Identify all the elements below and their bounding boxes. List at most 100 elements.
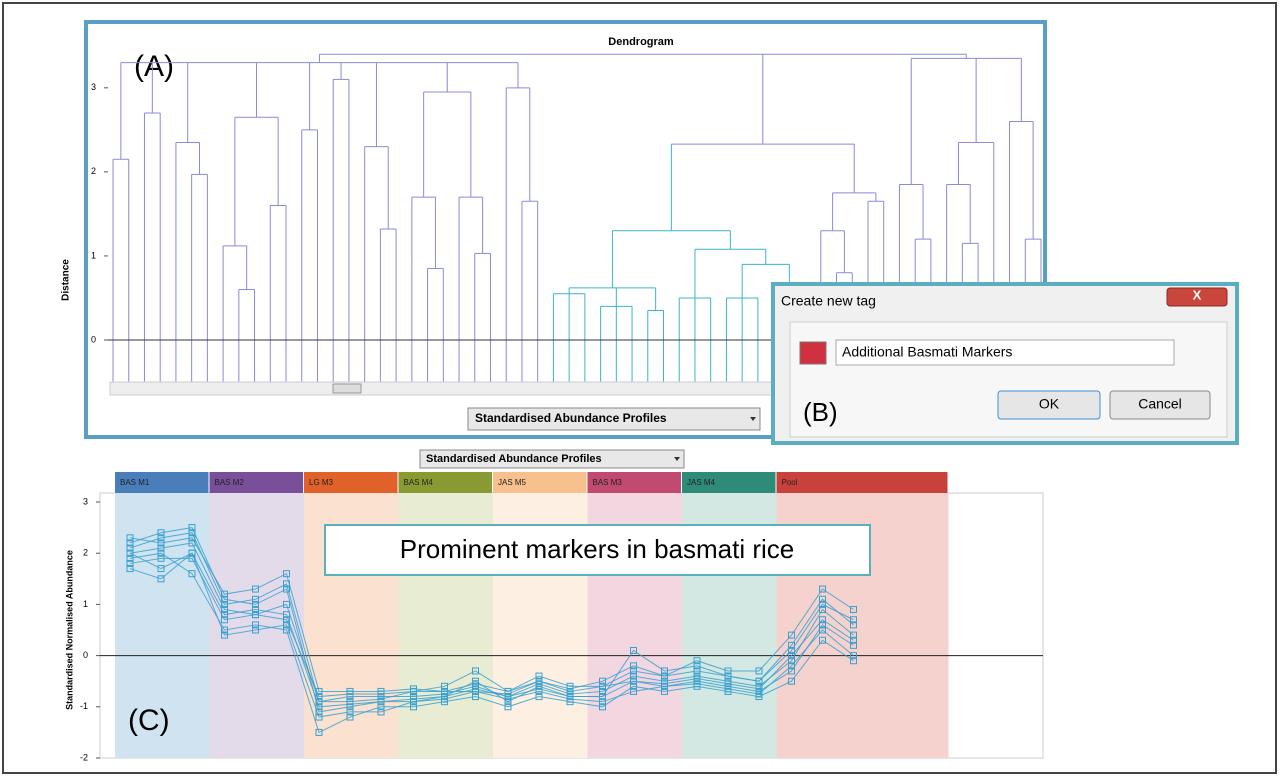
profile-marker (755, 667, 763, 675)
ok-button[interactable] (997, 390, 1101, 420)
profile-marker (410, 695, 417, 703)
group-header (304, 472, 398, 493)
profile-marker (126, 534, 134, 542)
profile-marker (441, 687, 448, 695)
profile-marker (377, 698, 385, 706)
profile-marker (157, 565, 165, 573)
profile-marker (850, 621, 857, 629)
dropdown[interactable] (467, 407, 761, 431)
profile-marker (315, 713, 323, 721)
profile-marker (252, 621, 259, 629)
profile-marker (850, 616, 857, 624)
profile-marker (724, 685, 732, 693)
profile-marker (126, 559, 134, 567)
annotation: Prominent markers in basmati rice (400, 534, 794, 564)
profile-marker (724, 672, 732, 680)
profile-marker (630, 672, 637, 680)
profile-line (129, 537, 854, 692)
profile-marker (850, 636, 857, 644)
text-input[interactable] (835, 339, 1175, 366)
profile-marker (535, 672, 543, 680)
profile-marker (346, 708, 354, 716)
profile-marker (346, 700, 354, 708)
profile-marker (252, 626, 259, 634)
profile-marker (504, 693, 512, 701)
profile-marker (315, 708, 323, 716)
profile-marker (788, 652, 795, 660)
profile-marker (850, 652, 857, 660)
profile-marker (755, 685, 763, 693)
profile-marker (630, 682, 637, 690)
profile-marker (221, 590, 228, 598)
profile-marker (441, 682, 448, 690)
scrollbar-thumb[interactable] (332, 383, 362, 394)
y-tick-label: 3 (91, 82, 96, 92)
profile-marker (630, 677, 637, 685)
y-tick-label: -2 (80, 752, 88, 762)
profile-marker (504, 703, 512, 711)
profile-marker (410, 703, 417, 711)
group-header (209, 472, 303, 493)
profile-marker (819, 595, 826, 603)
dialog-title: Create new tag (781, 293, 876, 309)
profile-marker (850, 641, 857, 649)
y-tick-label: 3 (83, 496, 88, 506)
profile-marker (850, 606, 857, 614)
group-name: LG M3 (309, 478, 334, 487)
profile-marker (221, 600, 228, 608)
profile-marker (788, 662, 795, 670)
profile-marker (126, 565, 134, 573)
profile-marker (252, 585, 259, 593)
profile-marker (630, 687, 637, 695)
profile-marker (472, 667, 479, 675)
profile-marker (252, 600, 259, 608)
profile-marker (126, 549, 134, 557)
profile-marker (819, 600, 826, 608)
profile-marker (283, 570, 290, 578)
profile-marker (377, 703, 385, 711)
profile-marker (661, 672, 668, 680)
profile-marker (788, 631, 795, 639)
dropdown-arrow (750, 417, 756, 421)
profile-marker (819, 621, 826, 629)
profile-marker (377, 687, 385, 695)
profile-marker (566, 685, 574, 693)
profile-marker (472, 693, 479, 701)
profile-marker (315, 698, 323, 706)
profile-marker (315, 728, 323, 736)
profile-marker (441, 693, 448, 701)
profile-marker (252, 606, 259, 614)
profile-marker (566, 693, 574, 701)
group-name: BAS M3 (593, 478, 623, 487)
profile-marker (630, 646, 637, 654)
cancel-button[interactable] (1109, 390, 1211, 420)
group-name: BAS M2 (215, 478, 245, 487)
group-header (493, 472, 587, 493)
profile-marker (410, 685, 417, 693)
group-header (776, 472, 948, 493)
dropdown-arrow (674, 457, 680, 461)
profile-line (129, 532, 854, 703)
profile-marker (377, 708, 385, 716)
profile-marker (661, 667, 668, 675)
profile-marker (346, 713, 354, 721)
profile-marker (283, 621, 290, 629)
y-tick-label: 2 (83, 548, 88, 558)
profile-marker (157, 575, 165, 583)
group-header (587, 472, 681, 493)
panel-label: (B) (803, 397, 838, 427)
cancel-label: Cancel (1138, 396, 1182, 412)
y-tick-label: 2 (91, 166, 96, 176)
profile-line (129, 552, 854, 718)
profile-marker (724, 667, 732, 675)
profile-marker (661, 687, 668, 695)
chart-title: Dendrogram (608, 36, 674, 48)
ok-label: OK (1039, 396, 1060, 412)
profile-marker (283, 611, 290, 619)
close-button[interactable] (1166, 287, 1228, 307)
dropdown[interactable] (419, 449, 685, 469)
profile-marker (693, 662, 701, 670)
color-swatch[interactable] (799, 341, 827, 365)
profile-marker (755, 677, 763, 685)
